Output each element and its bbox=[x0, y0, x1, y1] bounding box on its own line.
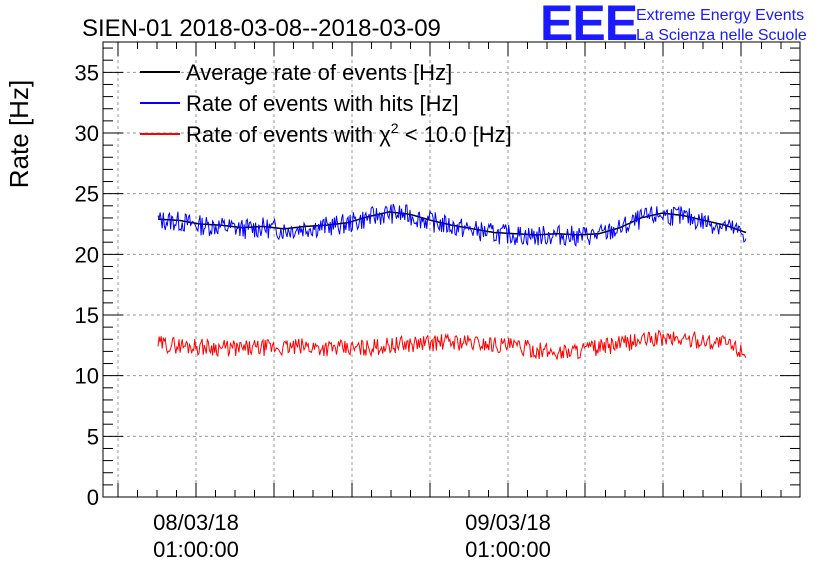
chart-title: SIEN-01 2018-03-08--2018-03-09 bbox=[82, 15, 441, 42]
x-tick-date: 09/03/18 bbox=[465, 510, 551, 535]
y-tick-label: 30 bbox=[75, 121, 99, 146]
eee-logo-line2: La Scienza nelle Scuole bbox=[636, 27, 807, 44]
eee-logo-line1: Extreme Energy Events bbox=[636, 7, 804, 24]
series-lines bbox=[157, 203, 747, 360]
y-tick-label: 15 bbox=[75, 303, 99, 328]
x-tick-time: 01:00:00 bbox=[465, 537, 551, 562]
x-tick-date: 08/03/18 bbox=[153, 510, 239, 535]
eee-logo: EEE Extreme Energy Events La Scienza nel… bbox=[540, 0, 807, 51]
legend-chi2: Rate of events with χ2 < 10.0 [Hz] bbox=[186, 120, 512, 147]
series-line-2 bbox=[157, 329, 747, 360]
legend-average: Average rate of events [Hz] bbox=[186, 60, 452, 85]
y-axis-ticks: 0 5 10 15 20 25 30 35 bbox=[75, 47, 800, 510]
x-tick-time: 01:00:00 bbox=[153, 537, 239, 562]
grid-lines bbox=[103, 42, 800, 497]
y-tick-label: 20 bbox=[75, 242, 99, 267]
plot-frame bbox=[102, 41, 801, 498]
y-tick-label: 35 bbox=[75, 60, 99, 85]
y-tick-label: 10 bbox=[75, 364, 99, 389]
y-axis-label: Rate [Hz] bbox=[4, 80, 34, 188]
y-tick-label: 5 bbox=[87, 424, 99, 449]
y-tick-label: 25 bbox=[75, 182, 99, 207]
series-line-1 bbox=[157, 203, 747, 248]
legend: Average rate of events [Hz] Rate of even… bbox=[140, 60, 512, 147]
y-tick-label: 0 bbox=[87, 485, 99, 510]
eee-logo-mark: EEE bbox=[540, 0, 637, 51]
legend-hits: Rate of events with hits [Hz] bbox=[186, 91, 459, 116]
